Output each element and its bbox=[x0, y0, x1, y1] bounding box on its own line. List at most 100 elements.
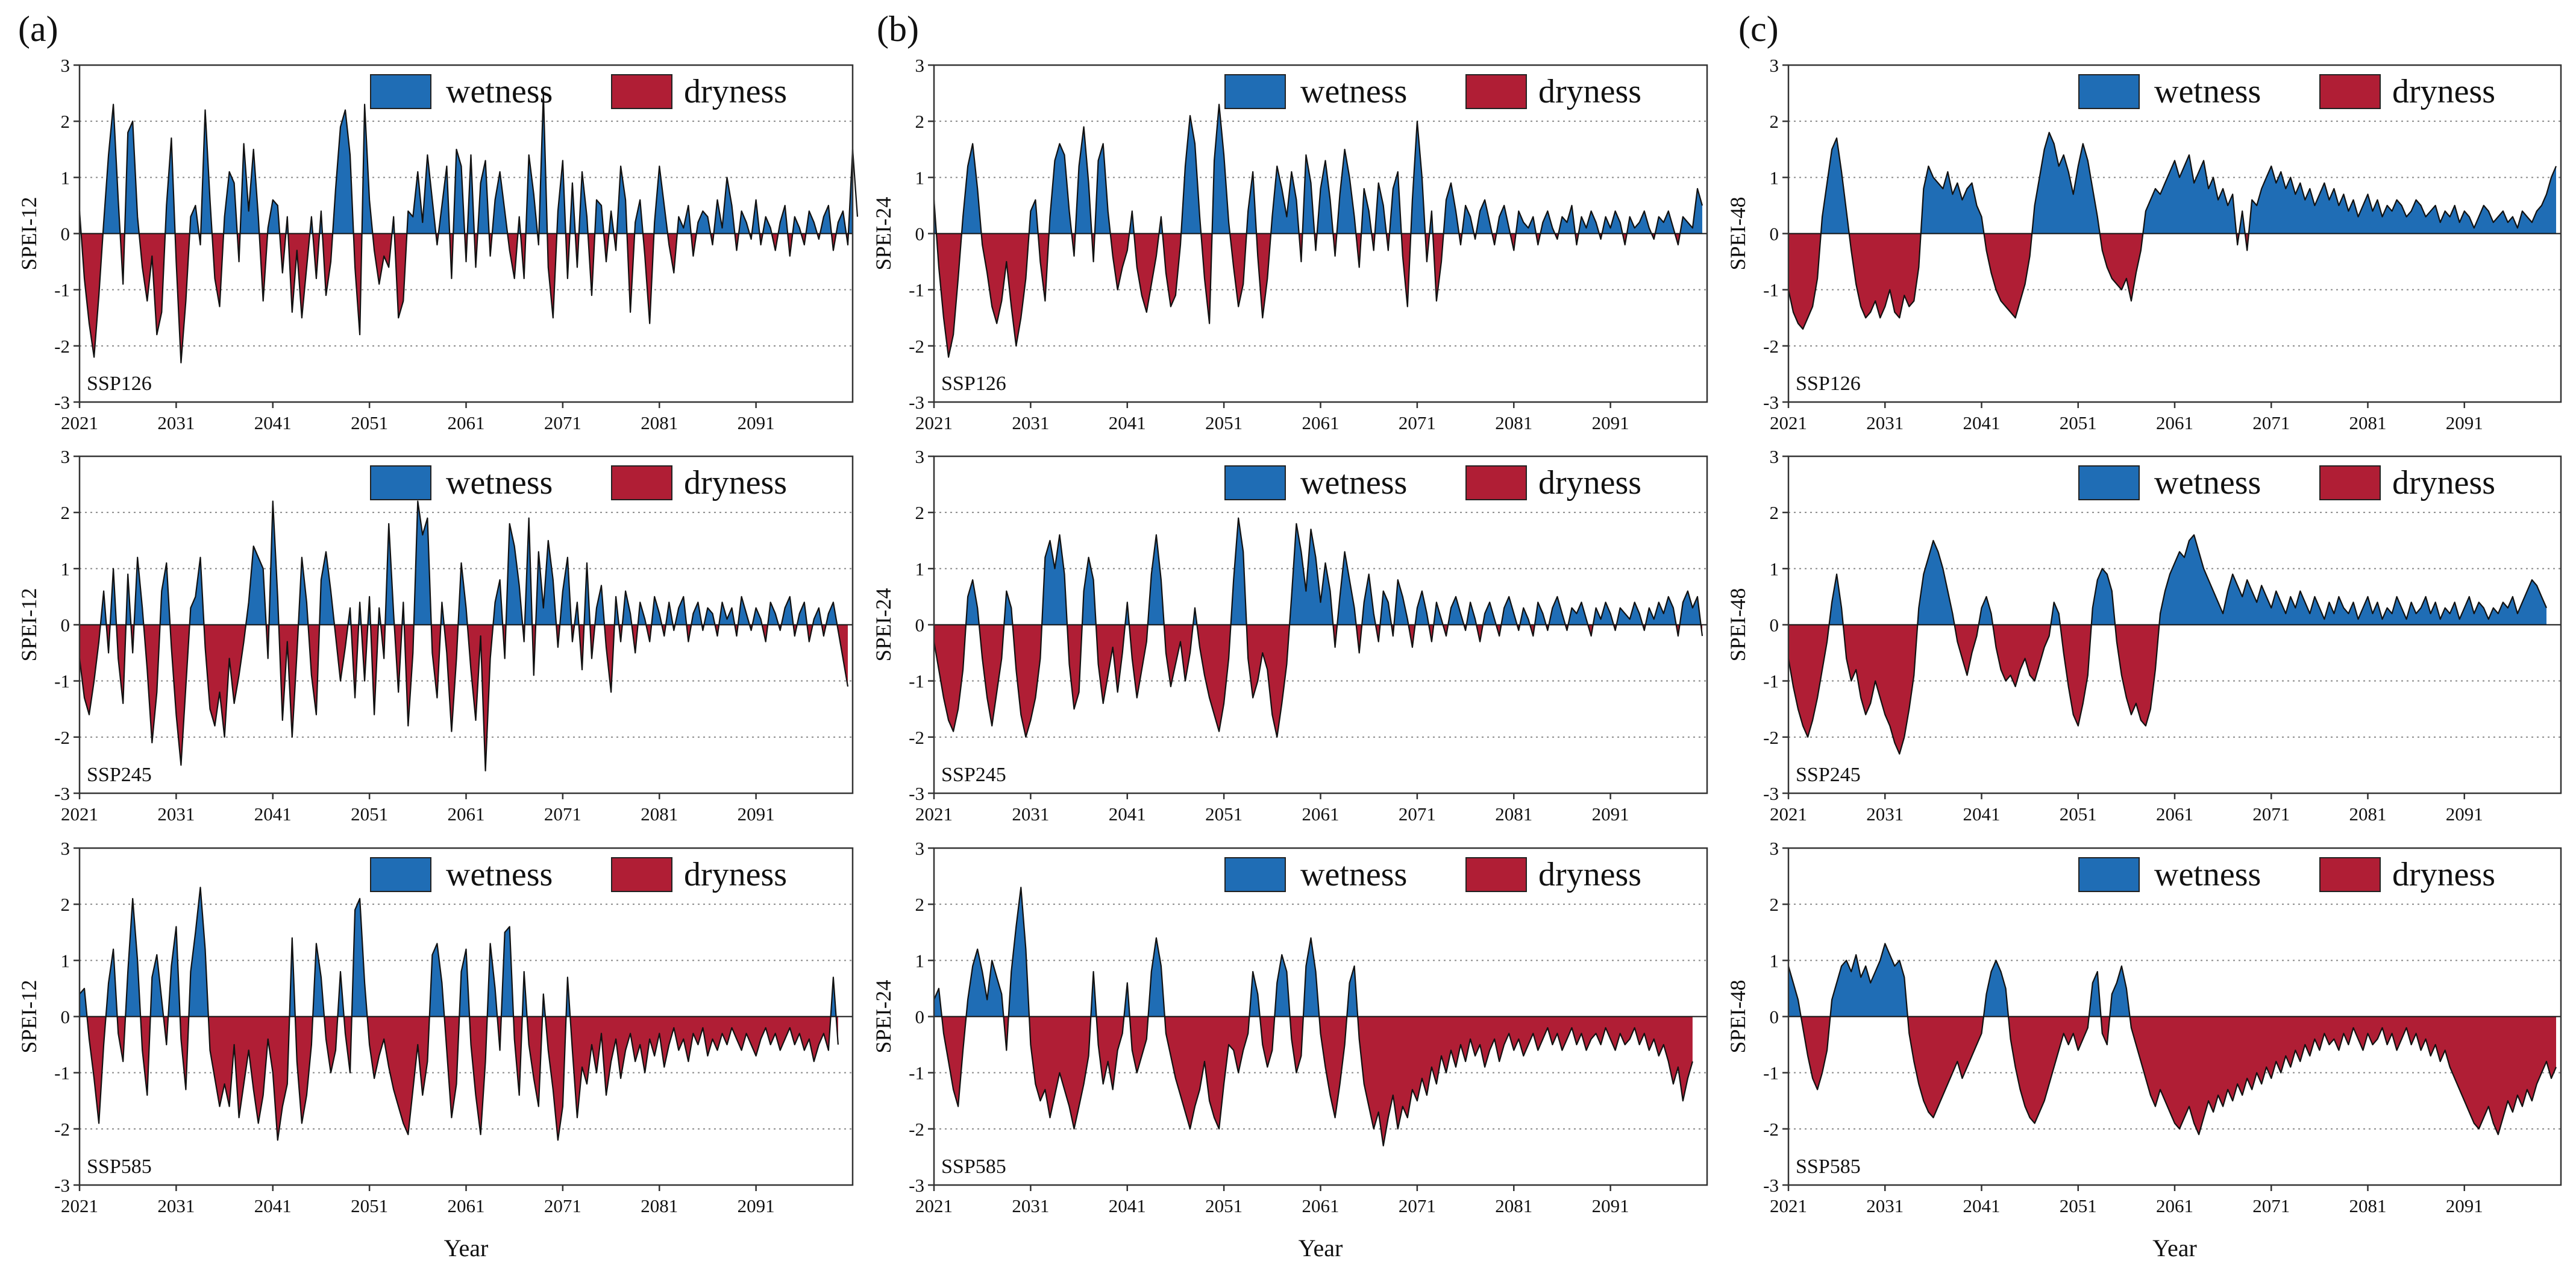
panel-letter-b: (b) bbox=[877, 9, 919, 49]
chart-b3: -3 -2 -1 0 1 2 3 2021 2031 2041 2051 2061 2071 2081 20… bbox=[871, 838, 1708, 1262]
x-tick-label: 2071 bbox=[544, 1195, 581, 1216]
x-tick-label: 2061 bbox=[448, 803, 485, 825]
y-tick-label: -3 bbox=[909, 783, 924, 804]
x-tick-label: 2081 bbox=[2349, 803, 2387, 825]
y-tick-label: -2 bbox=[909, 336, 924, 357]
y-tick-label: -1 bbox=[54, 1063, 70, 1084]
y-tick-label: 1 bbox=[915, 950, 925, 971]
y-tick-label: 2 bbox=[1770, 894, 1779, 915]
scenario-label: SSP585 bbox=[941, 1156, 1006, 1178]
x-tick-label: 2041 bbox=[1963, 803, 2001, 825]
y-axis-label: SPEI-12 bbox=[17, 197, 41, 270]
y-tick-label: -1 bbox=[1763, 671, 1779, 692]
dryness-area bbox=[934, 233, 1702, 357]
y-tick-label: 3 bbox=[915, 446, 925, 467]
y-tick-label: -3 bbox=[54, 392, 70, 413]
y-tick-label: 3 bbox=[1770, 446, 1779, 467]
x-tick-label: 2071 bbox=[544, 412, 581, 433]
legend-swatch-dryness bbox=[2319, 74, 2381, 109]
panel-letter-a: (a) bbox=[18, 9, 58, 49]
x-tick-label: 2081 bbox=[1495, 803, 1532, 825]
x-tick-label: 2051 bbox=[351, 1195, 388, 1216]
series-line bbox=[1787, 131, 2557, 330]
x-tick-label: 2051 bbox=[351, 412, 388, 433]
legend-label-dryness: dryness bbox=[1538, 856, 1641, 893]
x-tick-label: 2081 bbox=[1495, 1195, 1532, 1216]
legend-swatch-wetness bbox=[1224, 74, 1286, 109]
legend-label-dryness: dryness bbox=[684, 856, 787, 893]
legend-swatch-wetness bbox=[2078, 465, 2140, 500]
scenario-label: SSP245 bbox=[941, 764, 1006, 786]
y-tick-label: 0 bbox=[1770, 224, 1779, 245]
x-tick-label: 2031 bbox=[1012, 412, 1049, 433]
y-tick-label: 2 bbox=[915, 894, 925, 915]
chart-a1: -3 -2 -1 0 1 2 3 2021 2031 2041 2051 2061 2071 2081 20… bbox=[17, 55, 859, 433]
legend-label-wetness: wetness bbox=[446, 73, 553, 110]
y-tick-label: 1 bbox=[1770, 167, 1779, 188]
y-tick-label: -1 bbox=[909, 671, 924, 692]
x-tick-label: 2071 bbox=[2252, 803, 2290, 825]
x-tick-label: 2021 bbox=[915, 803, 953, 825]
x-tick-label: 2021 bbox=[1770, 412, 1807, 433]
y-axis-label: SPEI-24 bbox=[871, 197, 895, 270]
y-tick-label: -3 bbox=[1763, 1175, 1779, 1196]
y-tick-label: -1 bbox=[909, 280, 924, 301]
x-tick-label: 2071 bbox=[1399, 412, 1436, 433]
legend-swatch-dryness bbox=[611, 857, 672, 892]
y-tick-label: 1 bbox=[1770, 558, 1779, 579]
x-tick-label: 2041 bbox=[1109, 412, 1146, 433]
dryness-area bbox=[1788, 233, 2556, 329]
x-tick-label: 2071 bbox=[2252, 1195, 2290, 1216]
legend-label-wetness: wetness bbox=[446, 464, 553, 502]
legend-label-dryness: dryness bbox=[1538, 73, 1641, 110]
legend-swatch-wetness bbox=[2078, 857, 2140, 892]
x-tick-label: 2051 bbox=[2060, 412, 2097, 433]
x-tick-label: 2061 bbox=[1302, 1195, 1340, 1216]
chart-c2: -3 -2 -1 0 1 2 3 2021 2031 2041 2051 2061 2071 2081 20… bbox=[1726, 446, 2562, 825]
y-axis-label: SPEI-48 bbox=[1726, 588, 1750, 661]
x-tick-label: 2021 bbox=[915, 1195, 953, 1216]
series-line bbox=[933, 104, 1703, 358]
x-tick-label: 2031 bbox=[1012, 803, 1049, 825]
wetness-area bbox=[80, 887, 838, 1017]
y-tick-label: 1 bbox=[61, 167, 71, 188]
x-tick-label: 2071 bbox=[2252, 412, 2290, 433]
y-tick-label: -1 bbox=[1763, 280, 1779, 301]
y-tick-label: -3 bbox=[54, 1175, 70, 1196]
legend-label-wetness: wetness bbox=[446, 856, 553, 893]
wetness-area bbox=[1788, 535, 2546, 625]
x-tick-label: 2041 bbox=[254, 803, 292, 825]
x-tick-label: 2061 bbox=[2156, 412, 2193, 433]
legend-label-wetness: wetness bbox=[2154, 73, 2261, 110]
scenario-label: SSP245 bbox=[87, 764, 152, 786]
y-axis-label: SPEI-12 bbox=[17, 588, 41, 661]
y-tick-label: 1 bbox=[61, 950, 71, 971]
legend-swatch-wetness bbox=[370, 465, 431, 500]
y-tick-label: -2 bbox=[1763, 727, 1779, 748]
y-axis-label: SPEI-24 bbox=[871, 979, 895, 1053]
legend-label-dryness: dryness bbox=[684, 73, 787, 110]
scenario-label: SSP126 bbox=[941, 373, 1006, 395]
wetness-area bbox=[1788, 132, 2556, 234]
y-tick-label: 2 bbox=[61, 894, 71, 915]
y-axis-label: SPEI-12 bbox=[17, 979, 41, 1053]
y-tick-label: -3 bbox=[1763, 392, 1779, 413]
y-tick-label: -2 bbox=[54, 336, 70, 357]
y-tick-label: 3 bbox=[1770, 55, 1779, 76]
series-line bbox=[933, 887, 1693, 1146]
scenario-label: SSP245 bbox=[1796, 764, 1861, 786]
legend-swatch-wetness bbox=[1224, 857, 1286, 892]
x-tick-label: 2051 bbox=[1205, 412, 1243, 433]
x-tick-label: 2061 bbox=[2156, 1195, 2193, 1216]
y-tick-label: 1 bbox=[1770, 950, 1779, 971]
y-tick-label: 2 bbox=[61, 502, 71, 523]
legend-label-dryness: dryness bbox=[1538, 464, 1641, 502]
y-tick-label: 2 bbox=[1770, 111, 1779, 132]
y-tick-label: 0 bbox=[915, 1007, 925, 1028]
y-tick-label: -3 bbox=[54, 783, 70, 804]
x-axis-label: Year bbox=[2152, 1234, 2197, 1262]
legend-swatch-dryness bbox=[1465, 465, 1527, 500]
x-tick-label: 2061 bbox=[448, 412, 485, 433]
y-tick-label: 1 bbox=[915, 558, 925, 579]
